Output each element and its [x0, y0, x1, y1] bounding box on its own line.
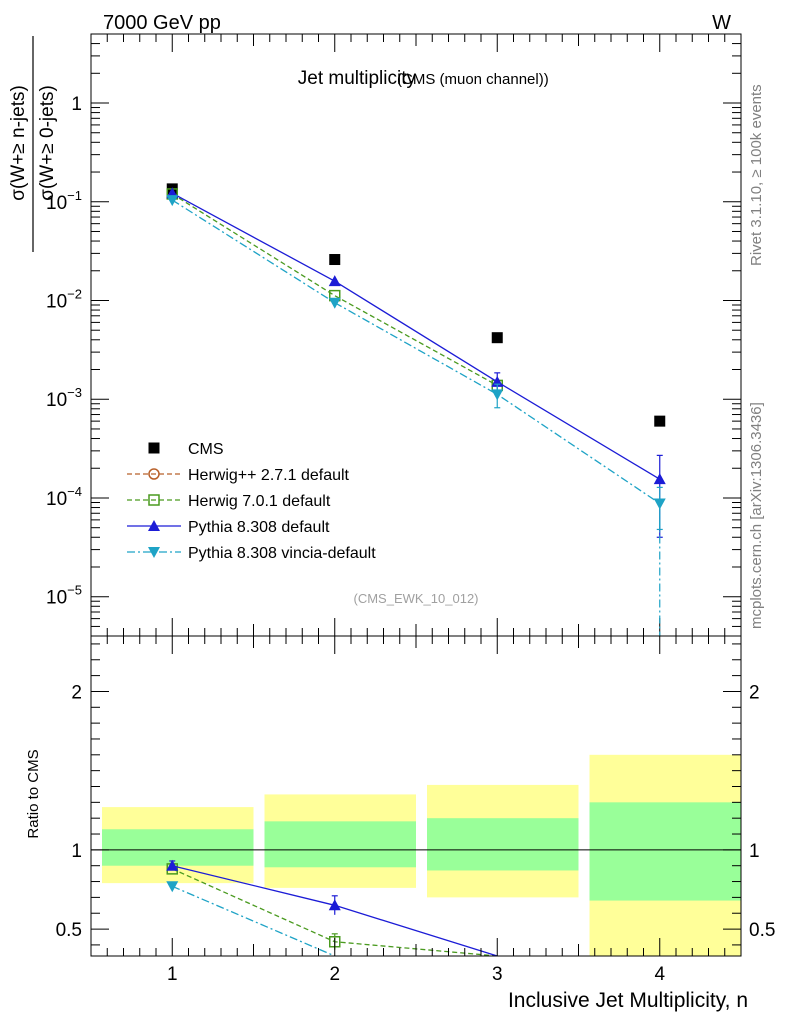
legend-label: Herwig++ 2.7.1 default	[188, 467, 350, 484]
ratio-y-tick-label-left: 0.5	[56, 920, 82, 941]
ratio-y-tick-label-right: 0.5	[749, 920, 775, 941]
legend-label: Pythia 8.308 default	[188, 519, 330, 536]
mcplots-label: mcplots.cern.ch [arXiv:1306.3436]	[748, 402, 765, 629]
ylabel-denominator: σ(W+≥ 0-jets)	[37, 85, 58, 201]
y-tick-label-base: 10	[46, 489, 67, 510]
x-tick-label: 4	[654, 964, 665, 985]
ratio-line	[171, 885, 336, 956]
data-point	[491, 389, 504, 401]
ratio-ytick-labels: 0.5 0.5 1 1 2 2	[56, 682, 776, 941]
ratio-point	[328, 899, 341, 911]
rivet-label: Rivet 3.1.10, ≥ 100k events	[748, 84, 765, 266]
upper-panel: 110−110−210−310−410−5 Jet multiplicity (…	[46, 33, 742, 637]
y-tick-label-base: 10	[46, 291, 67, 312]
ratio-pythia-8-308-default	[166, 859, 498, 956]
y-tick-label: 10−3	[46, 385, 82, 411]
legend-entry: Herwig 7.0.1 default	[127, 493, 331, 510]
ratio-point	[166, 859, 179, 871]
data-point	[166, 195, 179, 207]
data-point	[654, 415, 666, 427]
upper-ylabel: σ(W+≥ n-jets) σ(W+≥ 0-jets)	[8, 36, 58, 252]
legend-marker	[148, 442, 160, 454]
data-point	[329, 254, 341, 266]
series-line	[171, 193, 498, 386]
data-point	[328, 297, 341, 309]
upper-ticks	[91, 33, 741, 637]
legend-entry: CMS	[148, 441, 224, 458]
y-tick-label-base: 10	[46, 193, 67, 214]
y-tick-label-exponent: −2	[67, 286, 82, 301]
uncertainty-band-inner	[589, 802, 741, 901]
legend-label: CMS	[188, 441, 224, 458]
ratio-y-tick-label-right: 2	[749, 682, 760, 703]
x-tick-label: 2	[329, 964, 340, 985]
x-tick-label: 3	[492, 964, 503, 985]
y-tick-label-exponent: −1	[67, 188, 82, 203]
plot-title: Jet multiplicity	[298, 68, 417, 89]
plot-subtitle: (CMS (muon channel))	[397, 71, 549, 88]
x-tick-labels: 1 2 3 4	[167, 964, 666, 985]
legend-entry: Herwig++ 2.7.1 default	[127, 467, 350, 484]
analysis-tag: (CMS_EWK_10_012)	[354, 591, 479, 606]
y-tick-label: 10−2	[46, 286, 82, 312]
upper-ytick-labels: 110−110−210−310−410−5	[46, 94, 82, 609]
y-tick-label: 10−5	[46, 583, 82, 609]
data-point	[653, 473, 666, 485]
data-point	[491, 332, 503, 344]
data-point	[328, 275, 341, 287]
y-tick-label: 10−1	[46, 188, 82, 214]
ratio-y-tick-label-left: 2	[71, 682, 82, 703]
uncertainty-band-inner	[427, 818, 579, 871]
y-tick-label-exponent: −4	[67, 484, 82, 499]
ratio-ylabel: Ratio to CMS	[25, 749, 42, 838]
legend-entry: Pythia 8.308 vincia-default	[127, 545, 376, 562]
legend-entry: Pythia 8.308 default	[127, 519, 330, 536]
ratio-bands	[102, 754, 741, 956]
upper-series	[166, 183, 666, 636]
legend-marker	[148, 520, 160, 531]
header-right: W	[712, 12, 731, 34]
header-left: 7000 GeV pp	[103, 12, 221, 34]
y-tick-label-exponent: −5	[67, 583, 82, 598]
y-tick-label: 1	[71, 94, 82, 115]
y-tick-label-base: 10	[46, 588, 67, 609]
legend-label: Pythia 8.308 vincia-default	[188, 545, 376, 562]
ylabel-numerator: σ(W+≥ n-jets)	[8, 85, 29, 201]
ratio-pythia-8-308-vincia-default	[166, 881, 336, 956]
ratio-panel: 0.5 0.5 1 1 2 2 1 2 3 4 Ratio to CMS Inclusive J…	[25, 635, 776, 1012]
x-axis-label: Inclusive Jet Multiplicity, n	[508, 989, 748, 1012]
x-tick-label: 1	[167, 964, 178, 985]
series-pythia-8-308-default	[166, 187, 666, 538]
ratio-ticks	[91, 636, 741, 956]
series-cms	[166, 183, 666, 427]
uncertainty-band-inner	[102, 829, 254, 866]
series-line	[171, 199, 661, 504]
y-tick-label: 10−4	[46, 484, 82, 510]
legend-label: Herwig 7.0.1 default	[188, 493, 331, 510]
legend-marker	[148, 468, 160, 480]
y-tick-label-base: 10	[46, 390, 67, 411]
ratio-y-tick-label-left: 1	[71, 841, 82, 862]
uncertainty-band-inner	[264, 821, 416, 868]
ratio-y-tick-label-right: 1	[749, 841, 760, 862]
series-herwig-7-0-1-default	[166, 188, 503, 392]
ratio-point	[166, 881, 179, 893]
y-tick-label-exponent: −3	[67, 385, 82, 400]
legend-marker	[148, 547, 160, 558]
series-line	[171, 192, 661, 480]
legend-marker	[148, 494, 160, 506]
legend: CMS Herwig++ 2.7.1 default Herwig 7.0.1 de…	[127, 441, 376, 562]
